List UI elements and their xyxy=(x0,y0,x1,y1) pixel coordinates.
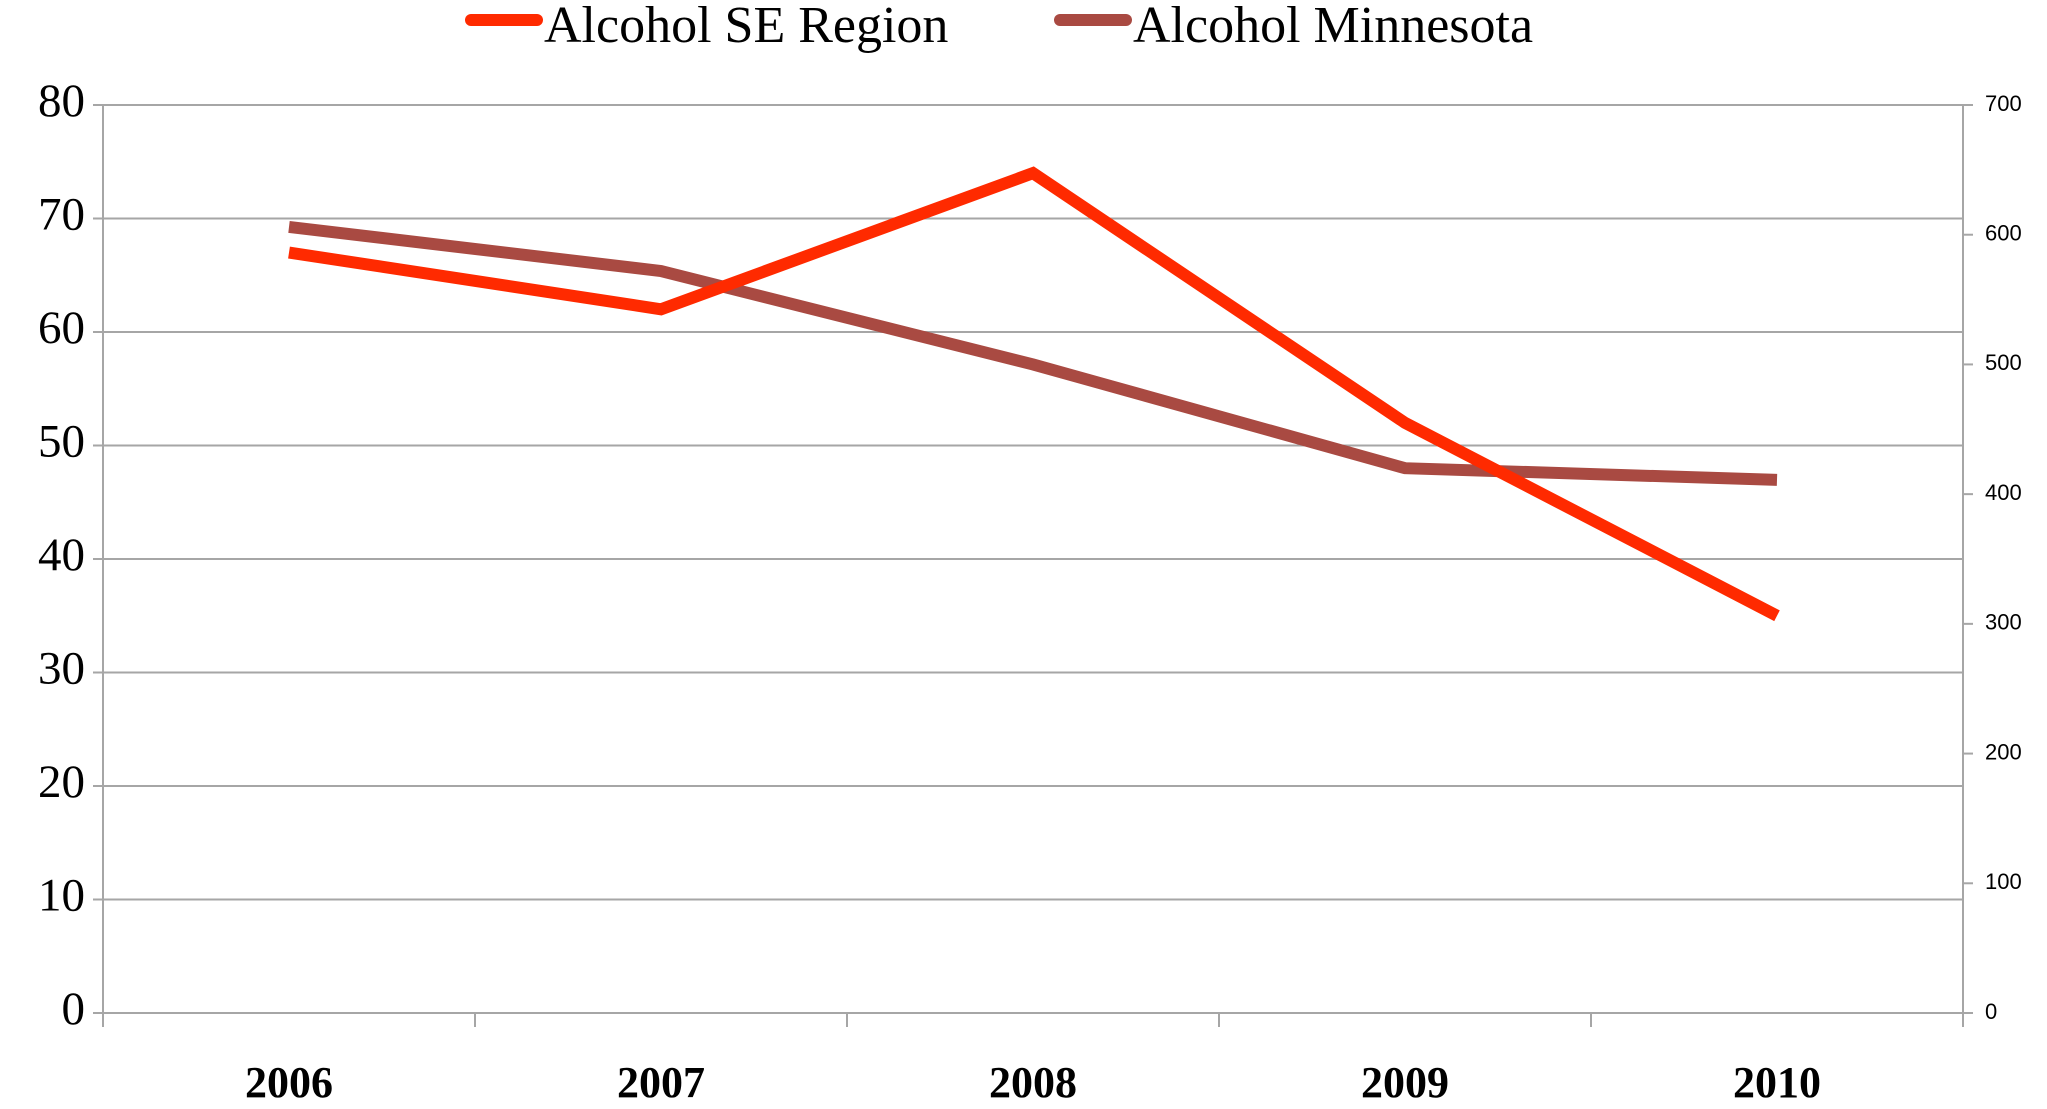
y-tick-label: 20 xyxy=(38,756,85,808)
y2-tick-label: 400 xyxy=(1985,480,2022,505)
y2-tick-label: 600 xyxy=(1985,221,2022,246)
series-line xyxy=(288,220,1778,486)
x-tick-label: 2010 xyxy=(1733,1058,1821,1107)
y2-tick-label: 700 xyxy=(1985,91,2022,116)
y2-tick-label: 500 xyxy=(1985,350,2022,375)
y-tick-label: 30 xyxy=(38,642,85,694)
x-tick-label: 2007 xyxy=(617,1058,705,1107)
y-tick-label: 60 xyxy=(38,302,85,354)
y2-tick-label: 100 xyxy=(1985,869,2022,894)
y2-tick-label: 0 xyxy=(1985,999,1997,1024)
y-tick-label: 0 xyxy=(62,983,86,1035)
y2-tick-label: 300 xyxy=(1985,610,2022,635)
x-tick-label: 2008 xyxy=(989,1058,1077,1107)
y-tick-label: 40 xyxy=(38,529,85,581)
legend-label: Alcohol SE Region xyxy=(544,0,948,54)
y-tick-label: 80 xyxy=(38,75,85,127)
y-tick-label: 70 xyxy=(38,188,85,240)
x-tick-label: 2009 xyxy=(1361,1058,1449,1107)
y-tick-label: 10 xyxy=(38,869,85,921)
y2-tick-label: 200 xyxy=(1985,739,2022,764)
legend-label: Alcohol Minnesota xyxy=(1133,0,1533,54)
series-line xyxy=(288,166,1780,622)
y-tick-label: 50 xyxy=(38,415,85,467)
x-tick-label: 2006 xyxy=(245,1058,333,1107)
